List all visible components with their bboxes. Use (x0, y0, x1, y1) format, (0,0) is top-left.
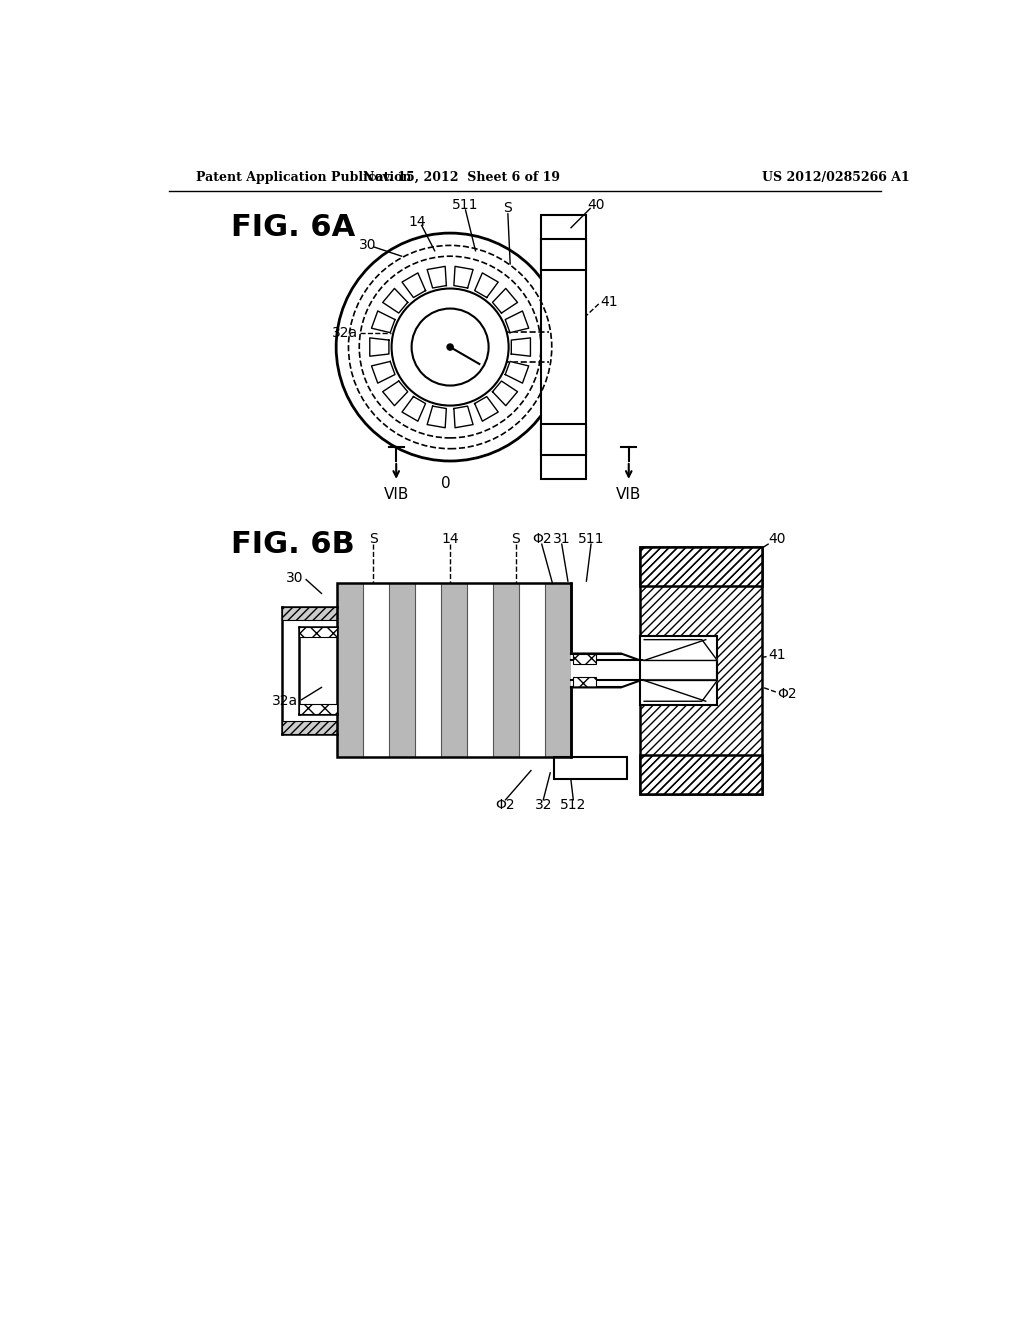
Polygon shape (427, 407, 446, 428)
Text: 512: 512 (560, 799, 587, 812)
Text: Φ2: Φ2 (531, 532, 552, 545)
Polygon shape (475, 396, 499, 421)
Text: Nov. 15, 2012  Sheet 6 of 19: Nov. 15, 2012 Sheet 6 of 19 (364, 172, 560, 185)
Polygon shape (427, 267, 446, 288)
Text: VIB: VIB (616, 487, 641, 502)
Bar (283, 607, 337, 619)
Polygon shape (454, 407, 473, 428)
Bar (640, 548, 762, 793)
Bar (545, 583, 571, 758)
Text: VIB: VIB (384, 487, 409, 502)
Polygon shape (383, 381, 408, 405)
Text: 14: 14 (409, 215, 426, 230)
Text: 14: 14 (441, 532, 459, 545)
Bar (415, 583, 441, 758)
Text: 32a: 32a (332, 326, 357, 341)
Text: S: S (369, 532, 378, 545)
Circle shape (412, 309, 488, 385)
Bar (640, 548, 762, 586)
Bar (640, 755, 762, 793)
Bar (554, 758, 628, 779)
Text: 40: 40 (769, 532, 786, 545)
Text: 41: 41 (600, 296, 617, 309)
Polygon shape (505, 362, 528, 383)
Bar (640, 636, 717, 705)
Polygon shape (383, 288, 408, 313)
Polygon shape (475, 273, 499, 297)
Bar (493, 583, 519, 758)
Polygon shape (402, 273, 426, 297)
Bar (389, 583, 415, 758)
Text: 30: 30 (287, 572, 304, 585)
Bar (572, 677, 596, 688)
Polygon shape (372, 362, 395, 383)
Circle shape (336, 234, 564, 461)
Text: 30: 30 (359, 239, 377, 252)
Text: S: S (504, 202, 512, 215)
Polygon shape (493, 288, 517, 313)
Bar (441, 583, 467, 758)
Bar (467, 583, 493, 758)
Text: Φ2: Φ2 (777, 686, 797, 701)
Text: Patent Application Publication: Patent Application Publication (196, 172, 412, 185)
Polygon shape (454, 267, 473, 288)
Bar (640, 755, 762, 793)
Polygon shape (644, 640, 717, 660)
Bar (299, 627, 337, 638)
Bar (362, 583, 389, 758)
Polygon shape (370, 338, 389, 356)
Bar (337, 583, 571, 758)
Bar (541, 215, 586, 479)
Text: 40: 40 (588, 198, 605, 211)
Text: US 2012/0285266 A1: US 2012/0285266 A1 (762, 172, 909, 185)
Text: S: S (511, 532, 520, 545)
Text: 31: 31 (553, 532, 570, 545)
Bar (299, 704, 337, 714)
Text: 0: 0 (441, 477, 452, 491)
Text: 32: 32 (535, 799, 552, 812)
Bar (283, 721, 337, 734)
Bar (519, 583, 545, 758)
Text: 511: 511 (578, 532, 604, 545)
Polygon shape (644, 681, 717, 701)
Text: Φ2: Φ2 (496, 799, 515, 812)
Bar (640, 548, 762, 793)
Bar (541, 239, 586, 271)
Text: FIG. 6B: FIG. 6B (230, 531, 354, 560)
Polygon shape (372, 312, 395, 333)
Bar (640, 548, 762, 586)
Polygon shape (493, 381, 517, 405)
Circle shape (447, 345, 454, 350)
Bar (337, 583, 362, 758)
Circle shape (391, 289, 509, 405)
Text: 32a: 32a (272, 694, 298, 709)
Polygon shape (511, 338, 530, 356)
Text: 511: 511 (453, 198, 479, 211)
Polygon shape (505, 312, 528, 333)
Text: 41: 41 (768, 648, 785, 663)
Polygon shape (571, 653, 640, 688)
Bar (337, 583, 571, 758)
Bar (541, 424, 586, 455)
Text: FIG. 6A: FIG. 6A (230, 214, 355, 242)
Polygon shape (402, 396, 426, 421)
Bar (572, 653, 596, 664)
